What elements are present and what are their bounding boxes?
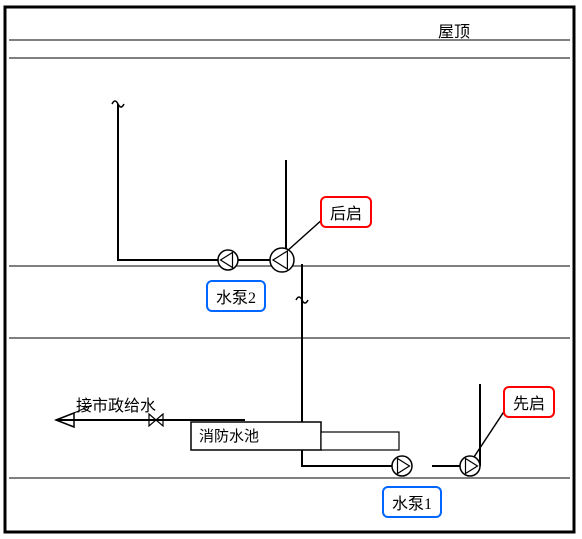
pump1-label: 水泵1 [382,486,442,518]
pump-2-icon [218,250,238,270]
later-start-label: 后启 [320,196,372,228]
leader-line [286,218,324,252]
pipe [118,104,228,260]
pump2-label: 水泵2 [206,280,266,312]
tank-ext-box [321,432,399,450]
tank-label: 消防水池 [199,428,259,445]
first-start-label: 先启 [503,386,555,418]
pump-1-icon [392,456,412,476]
leader-line [472,410,505,460]
first-start-pump-icon [460,456,480,476]
municipal-label: 接市政给水 [76,392,156,416]
roof-label: 屋顶 [438,18,470,42]
later-start-pump-icon [270,248,294,272]
pipe [228,160,286,260]
